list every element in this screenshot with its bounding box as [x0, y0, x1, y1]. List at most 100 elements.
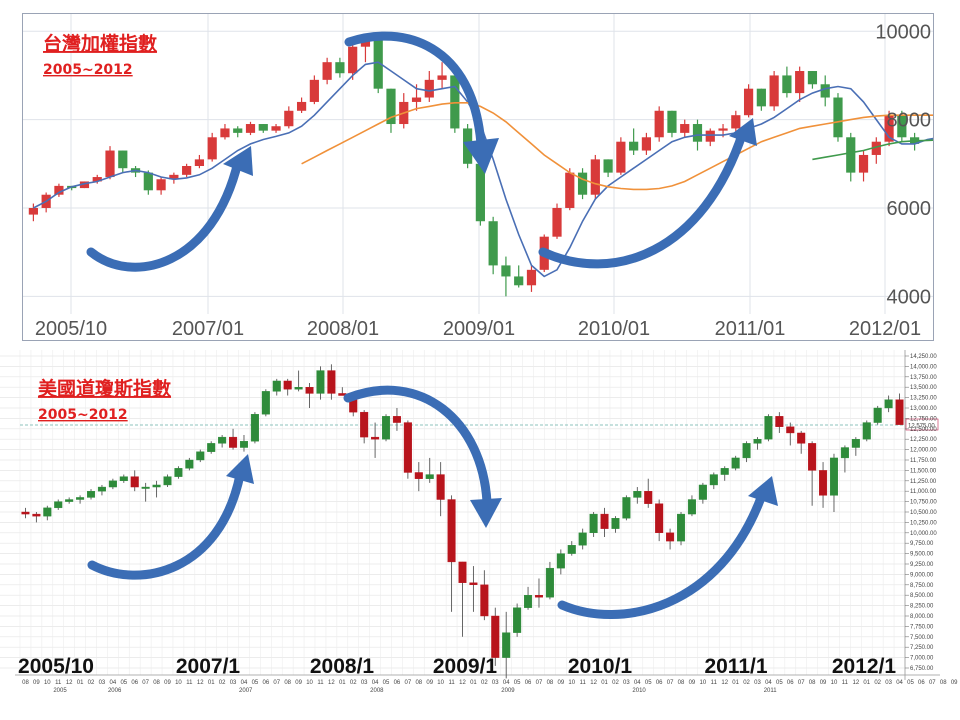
- dow-y-axis: 14,250.00 14,000.00 13,750.00 13,500.00 13,2…: [905, 354, 937, 672]
- year-tick-label: 2009: [501, 688, 515, 694]
- taiwan-chart-panel: 10000 8000 6000 4000 2005/10 2007/01 2008/01 2…: [22, 13, 934, 341]
- candle-body: [807, 71, 818, 85]
- candle-body: [371, 436, 380, 440]
- candle-body: [491, 615, 500, 658]
- candle: [360, 410, 369, 444]
- trend-arrow-icon: [87, 470, 245, 580]
- candle: [709, 472, 718, 490]
- candle-body: [884, 115, 894, 142]
- candle: [556, 549, 565, 575]
- arrowhead-icon: [463, 138, 499, 174]
- y-tick-label: 4000: [887, 286, 932, 308]
- candle-body: [611, 518, 620, 529]
- candle: [873, 405, 882, 425]
- month-tick-label: 09: [295, 680, 302, 686]
- y-tick-label: 7,750.00: [910, 624, 934, 630]
- arrowhead-icon: [729, 118, 757, 146]
- candle-body: [86, 490, 96, 498]
- candle: [782, 66, 792, 98]
- candle: [130, 470, 139, 492]
- month-tick-label: 04: [110, 680, 117, 686]
- candle: [720, 466, 729, 481]
- candle-body: [577, 172, 588, 195]
- date-label: 2012/1: [832, 655, 897, 678]
- candle-body: [156, 179, 166, 191]
- taiwan-chart-subtitle: 2005~2012: [43, 62, 133, 78]
- date-label: 2008/1: [310, 655, 375, 678]
- candle: [862, 420, 871, 442]
- month-tick-label: 05: [645, 680, 652, 686]
- y-tick-label: 8,500.00: [910, 593, 934, 599]
- month-tick-label: 07: [142, 680, 149, 686]
- taiwan-trend-arrows: [86, 31, 757, 272]
- candle: [577, 168, 588, 200]
- candle-body: [386, 88, 396, 125]
- year-tick-label: 2005: [53, 688, 67, 694]
- candle-body: [381, 416, 391, 440]
- candle-body: [705, 130, 715, 142]
- candle-body: [616, 141, 626, 173]
- month-tick-label: 12: [197, 680, 204, 686]
- month-tick-label: 03: [99, 680, 106, 686]
- candle-body: [220, 128, 230, 138]
- candle-body: [437, 75, 447, 80]
- candle-body: [480, 584, 489, 617]
- candle-body: [108, 480, 117, 488]
- candle: [622, 495, 631, 521]
- candle: [381, 414, 391, 442]
- candle-body: [897, 115, 907, 138]
- candle: [54, 183, 64, 197]
- candle-body: [567, 545, 576, 554]
- candle: [207, 441, 216, 454]
- candle-body: [654, 110, 664, 138]
- candle: [705, 128, 715, 147]
- candle-body: [79, 181, 90, 189]
- candle-body: [185, 459, 194, 469]
- candle: [97, 484, 106, 496]
- candle: [775, 412, 784, 433]
- month-tick-label: 10: [44, 680, 51, 686]
- candle-body: [54, 185, 64, 195]
- candle: [797, 430, 806, 454]
- candle-body: [141, 486, 150, 489]
- candle: [502, 611, 511, 679]
- candle: [514, 265, 524, 288]
- month-tick-label: 05: [252, 680, 259, 686]
- candle: [327, 364, 336, 400]
- ma-line: [812, 139, 933, 161]
- month-tick-label: 03: [885, 680, 892, 686]
- candle-body: [294, 387, 303, 390]
- y-tick-label: 9,750.00: [910, 541, 934, 547]
- month-tick-label: 12: [852, 680, 859, 686]
- candle-body: [65, 499, 74, 502]
- candle-body: [327, 370, 336, 394]
- month-tick-label: 01: [601, 680, 608, 686]
- month-tick-label: 08: [22, 680, 29, 686]
- candle-body: [21, 511, 30, 515]
- trend-arrow-icon: [538, 127, 748, 269]
- candle: [309, 75, 319, 105]
- candle: [819, 462, 828, 508]
- candle-body: [411, 97, 422, 102]
- candle-body: [229, 436, 238, 448]
- candle-body: [296, 101, 307, 111]
- candle: [884, 110, 894, 147]
- candle: [424, 71, 434, 102]
- month-tick-label: 06: [394, 680, 401, 686]
- candle-body: [589, 513, 598, 534]
- candle-body: [119, 476, 128, 481]
- y-tick-label: 11,500.00: [910, 468, 937, 474]
- candle-body: [534, 594, 544, 598]
- candle-body: [196, 451, 205, 461]
- candle-body: [846, 137, 856, 173]
- candle-body: [414, 472, 423, 479]
- x-tick-label: 2009/01: [443, 318, 515, 340]
- candle-body: [207, 137, 217, 160]
- candle: [65, 497, 74, 504]
- month-tick-label: 06: [656, 680, 663, 686]
- candle: [565, 168, 575, 211]
- candle: [294, 370, 303, 392]
- candle-body: [392, 416, 401, 423]
- candle: [629, 128, 639, 155]
- trend-arrow-icon: [344, 31, 486, 149]
